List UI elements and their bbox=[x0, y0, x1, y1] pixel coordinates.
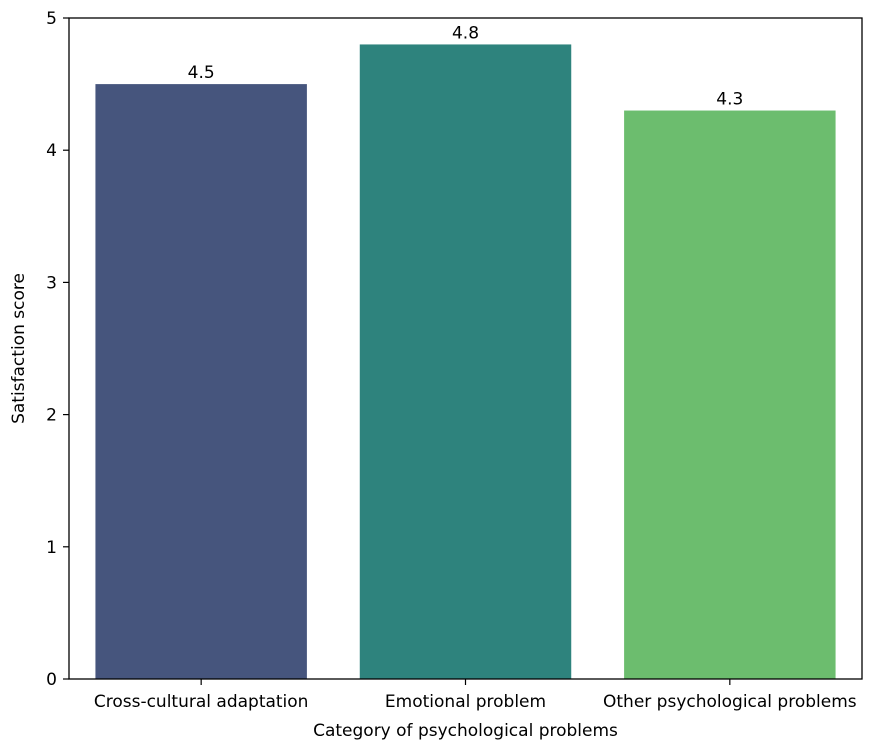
bar bbox=[95, 84, 307, 680]
y-tick-label: 0 bbox=[46, 670, 57, 690]
y-tick-label: 3 bbox=[46, 273, 57, 293]
bar-value-label: 4.8 bbox=[452, 23, 479, 43]
y-axis: 0 1 2 3 4 5 bbox=[46, 9, 69, 690]
bar bbox=[624, 110, 836, 680]
bars bbox=[95, 44, 836, 680]
bar-value-label: 4.5 bbox=[188, 63, 215, 83]
y-tick-label: 4 bbox=[46, 141, 57, 161]
y-axis-title: Satisfaction score bbox=[9, 273, 29, 424]
y-tick-label: 5 bbox=[46, 9, 57, 29]
bar-value-labels: 4.5 4.8 4.3 bbox=[188, 23, 744, 109]
y-tick-label: 2 bbox=[46, 406, 57, 426]
x-tick-label: Cross-cultural adaptation bbox=[94, 692, 309, 712]
x-axis: Cross-cultural adaptation Emotional probl… bbox=[94, 679, 857, 712]
x-tick-label: Other psychological problems bbox=[603, 692, 857, 712]
y-tick-label: 1 bbox=[46, 538, 57, 558]
bar bbox=[359, 44, 572, 679]
bar-value-label: 4.3 bbox=[716, 90, 743, 110]
x-axis-title: Category of psychological problems bbox=[313, 721, 618, 741]
x-tick-label: Emotional problem bbox=[385, 692, 546, 712]
